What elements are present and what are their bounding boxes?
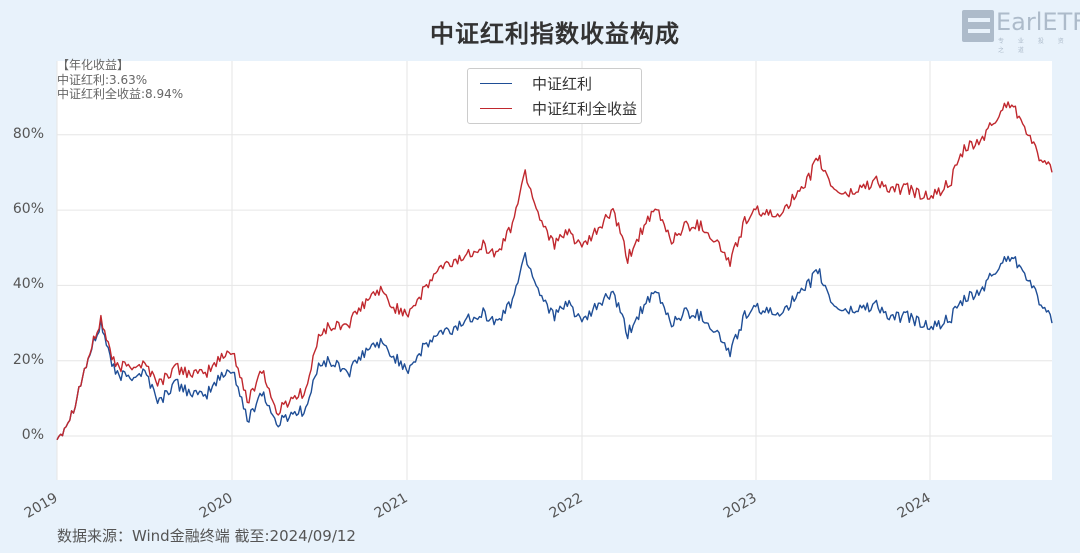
series-line-total-return — [56, 101, 1053, 441]
legend-swatch-red — [480, 107, 512, 109]
y-tick-label: 40% — [12, 276, 44, 293]
logo-mark-icon — [962, 10, 994, 42]
annotation-line-index: 中证红利:3.63% — [57, 72, 148, 87]
logo-subtext: 专 业 投 资 之 道 — [998, 38, 1070, 54]
legend-item-index: 中证红利 — [468, 72, 592, 94]
gridlines — [56, 61, 1052, 480]
chart-title: 中证红利指数收益构成 — [430, 20, 680, 48]
legend-label: 中证红利 — [532, 74, 593, 93]
annotation-header: 【年化收益】 — [57, 58, 130, 72]
data-source-note: 数据来源：Wind金融终端 截至:2024/09/12 — [57, 527, 356, 545]
y-tick-label: 60% — [12, 201, 44, 218]
legend: 中证红利 中证红利全收益 — [467, 68, 642, 124]
annualized-return-annotation: 【年化收益】 中证红利:3.63% 中证红利全收益:8.94% — [57, 58, 183, 102]
annotation-line-total-return: 中证红利全收益:8.94% — [57, 87, 184, 101]
y-tick-label: 80% — [12, 125, 44, 142]
series-lines — [56, 101, 1053, 441]
brand-logo: EarlETF 专 业 投 资 之 道 — [962, 8, 1080, 54]
y-tick-label: 20% — [12, 351, 44, 368]
plot-area — [57, 61, 1052, 480]
series-line-index — [56, 251, 1053, 441]
y-tick-label: 0% — [21, 427, 44, 443]
legend-label: 中证红利全收益 — [532, 99, 638, 118]
legend-item-total-return: 中证红利全收益 — [468, 97, 637, 119]
logo-text: EarlETF — [996, 8, 1080, 36]
legend-swatch-blue — [480, 82, 512, 84]
